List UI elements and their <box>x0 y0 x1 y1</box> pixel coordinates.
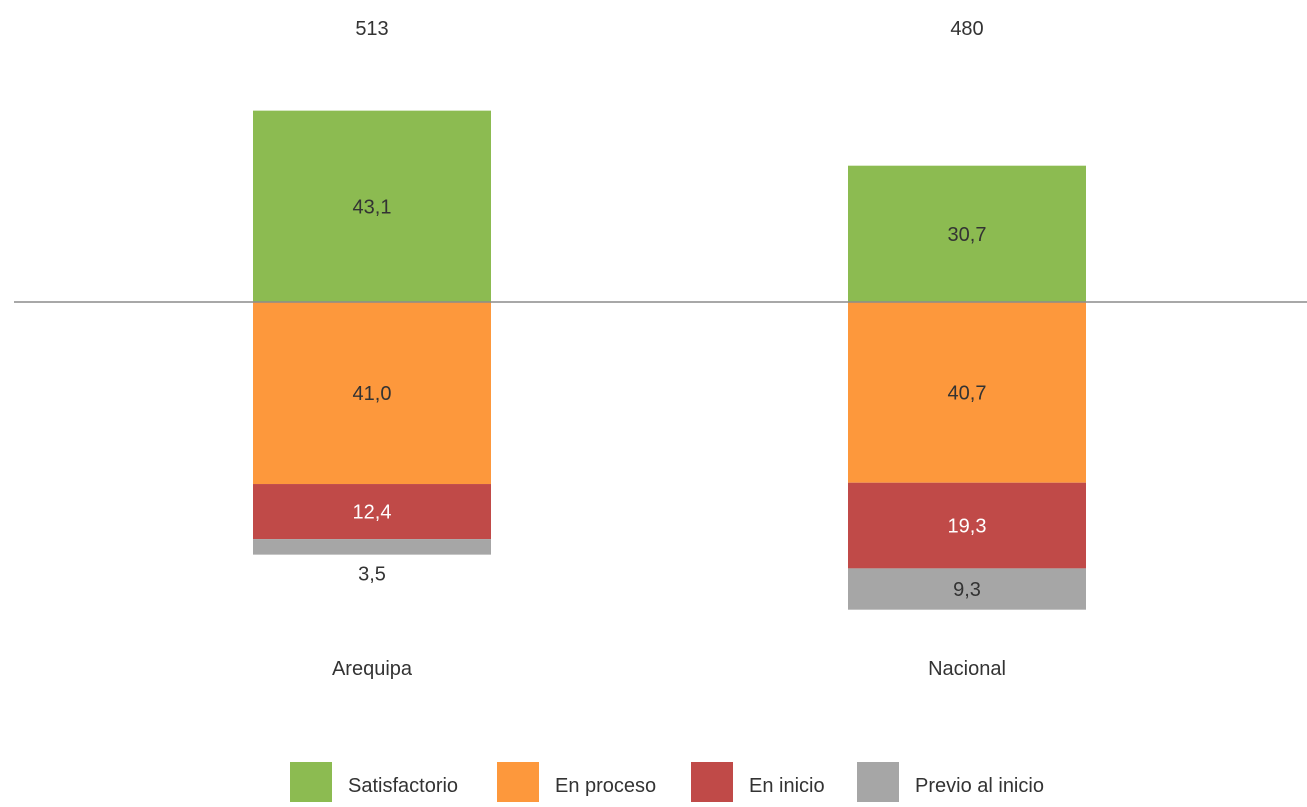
data-label-previo-al-inicio-arequipa: 3,5 <box>358 564 386 586</box>
bar-en-proceso-nacional <box>848 302 1086 483</box>
legend-label-satisfactorio: Satisfactorio <box>348 775 458 797</box>
data-label-en-inicio-arequipa: 12,4 <box>353 502 392 524</box>
bar-satisfactorio-nacional <box>848 165 1086 302</box>
legend-label-en-inicio: En inicio <box>749 775 825 797</box>
bar-satisfactorio-arequipa <box>253 110 491 302</box>
category-label-arequipa: Arequipa <box>332 658 413 680</box>
category-label-nacional: Nacional <box>928 658 1006 680</box>
bar-en-inicio-arequipa <box>253 484 491 540</box>
data-label-en-proceso-arequipa: 41,0 <box>353 383 392 405</box>
legend-label-en-proceso: En proceso <box>555 775 656 797</box>
legend-label-previo-al-inicio: Previo al inicio <box>915 775 1044 797</box>
data-label-en-inicio-nacional: 19,3 <box>948 516 987 538</box>
data-label-satisfactorio-nacional: 30,7 <box>948 224 987 246</box>
data-label-satisfactorio-arequipa: 43,1 <box>353 196 392 218</box>
total-label-nacional: 480 <box>950 18 983 40</box>
bar-previo-al-inicio-arequipa <box>253 539 491 555</box>
bar-en-proceso-arequipa <box>253 302 491 485</box>
legend-swatch-previo-al-inicio <box>857 762 899 802</box>
bar-previo-al-inicio-nacional <box>848 568 1086 610</box>
legend-swatch-en-proceso <box>497 762 539 802</box>
data-label-previo-al-inicio-nacional: 9,3 <box>953 579 981 601</box>
bar-en-inicio-nacional <box>848 482 1086 569</box>
total-label-arequipa: 513 <box>355 18 388 40</box>
legend-swatch-en-inicio <box>691 762 733 802</box>
data-label-en-proceso-nacional: 40,7 <box>948 382 987 404</box>
legend-swatch-satisfactorio <box>290 762 332 802</box>
